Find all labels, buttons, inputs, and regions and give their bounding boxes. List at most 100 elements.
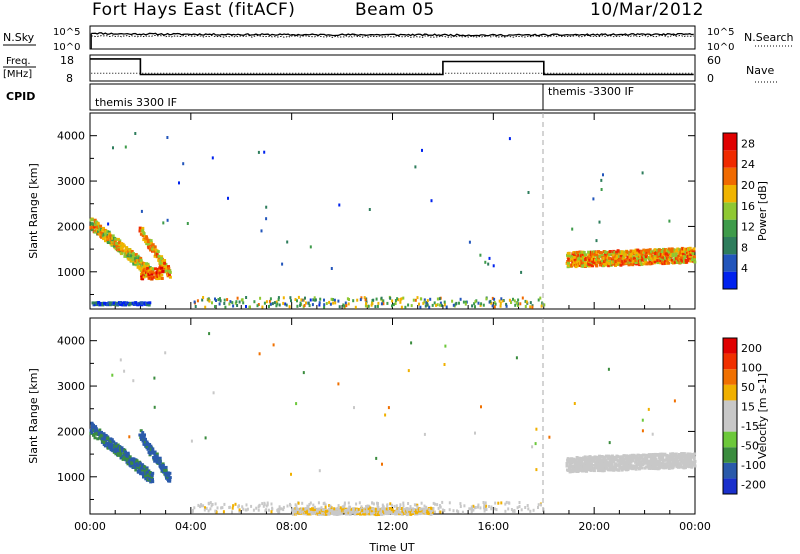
power-ground-scatter-cell	[505, 304, 508, 308]
velocity-echo-cell	[151, 480, 155, 484]
power-echo-cell	[154, 267, 157, 271]
power-echo-cell	[145, 237, 149, 241]
velocity-ground-scatter-cell	[313, 505, 316, 509]
velocity-echo-cell	[143, 433, 146, 437]
velocity-ground-scatter-cell	[245, 503, 248, 507]
velocity-echo-cell	[625, 454, 629, 458]
velocity-echo-cell	[339, 512, 343, 516]
power-echo-cell	[112, 244, 116, 248]
power-ground-scatter-cell	[273, 301, 276, 305]
power-echo-cell	[649, 252, 653, 256]
velocity-echo-cell	[631, 458, 635, 462]
velocity-ground-scatter-cell	[461, 510, 464, 514]
power-echo-cell	[151, 249, 155, 253]
power-ground-scatter-cell	[370, 303, 373, 307]
power-ground-scatter-cell	[462, 300, 465, 304]
velocity-ground-scatter-cell	[402, 504, 405, 508]
power-echo-cell	[634, 261, 638, 264]
power-echo-cell	[118, 243, 122, 246]
velocity-echo-cell	[428, 511, 432, 515]
power-ground-scatter-cell	[380, 296, 383, 300]
velocity-ground-scatter-cell	[470, 505, 473, 509]
velocity-ground-scatter-cell	[354, 510, 357, 514]
velocity-echo-cell	[110, 438, 114, 442]
power-ground-scatter-cell	[513, 299, 516, 303]
velocity-echo-cell	[128, 457, 132, 461]
power-isolated-echo-cell	[595, 239, 598, 243]
velocity-echo-cell	[321, 508, 325, 512]
power-echo-cell	[155, 252, 159, 256]
power-echo-cell	[132, 252, 135, 256]
power-echo-cell	[139, 258, 143, 262]
power-echo-cell	[120, 251, 124, 255]
velocity-echo-cell	[135, 459, 139, 463]
power-echo-cell	[141, 266, 145, 270]
velocity-echo-cell	[124, 450, 127, 454]
power-echo-cell	[116, 302, 119, 306]
power-ground-scatter-cell	[380, 302, 383, 306]
power-echo-cell	[106, 303, 109, 307]
velocity-ground-scatter-cell	[335, 507, 337, 511]
velocity-xtick-label-2: 08:00	[276, 520, 308, 533]
velocity-echo-cell	[682, 452, 686, 456]
power-echo-cell	[148, 247, 152, 251]
power-ground-scatter-cell	[325, 302, 328, 305]
power-echo-cell	[159, 261, 163, 265]
velocity-ground-scatter-cell	[231, 510, 233, 514]
velocity-ground-scatter-cell	[337, 504, 340, 508]
velocity-echo-cell	[141, 431, 145, 435]
velocity-ground-scatter-cell	[363, 510, 366, 514]
power-echo-cell	[595, 264, 599, 268]
velocity-ground-scatter-cell	[395, 504, 398, 508]
velocity-echo-cell	[121, 457, 125, 461]
velocity-echo-cell	[593, 455, 597, 459]
power-echo-cell	[659, 248, 662, 252]
cpid-segment-2: themis -3300 IF	[548, 85, 634, 98]
velocity-echo-cell	[153, 450, 157, 454]
velocity-echo-cell	[91, 427, 94, 431]
velocity-echo-cell	[620, 468, 624, 472]
velocity-ground-scatter-cell	[333, 507, 336, 511]
power-echo-cell	[136, 254, 140, 258]
velocity-ground-scatter-cell	[524, 506, 527, 509]
power-echo-cell	[573, 257, 577, 261]
power-echo-cell	[619, 255, 623, 259]
power-ground-scatter-cell	[521, 296, 524, 300]
power-echo-cell	[148, 270, 152, 274]
velocity-echo-cell	[146, 447, 150, 451]
velocity-echo-cell	[324, 509, 328, 513]
power-echo-cell	[595, 257, 599, 261]
power-ground-scatter-cell	[223, 302, 226, 305]
velocity-ground-scatter-cell	[377, 502, 379, 505]
velocity-ground-scatter-cell	[456, 509, 458, 513]
power-isolated-echo-cell	[487, 262, 490, 266]
power-echo-cell	[587, 250, 591, 254]
velocity-echo-cell	[388, 509, 392, 513]
velocity-ground-scatter-cell	[369, 506, 372, 510]
velocity-colorbar-segment-4	[723, 416, 737, 432]
power-echo-cell	[671, 252, 675, 255]
power-ground-scatter-cell	[311, 303, 314, 307]
power-ground-scatter-cell	[284, 302, 287, 306]
power-isolated-echo-cell	[178, 181, 180, 185]
velocity-echo-cell	[317, 510, 321, 514]
velocity-echo-cell	[580, 468, 584, 472]
power-echo-cell	[156, 267, 160, 271]
power-colorbar-tick-5: 24	[741, 158, 755, 171]
velocity-echo-cell	[645, 453, 649, 457]
velocity-ground-scatter-cell	[472, 508, 475, 512]
power-echo-cell	[161, 263, 165, 267]
power-ground-scatter-cell	[400, 305, 403, 309]
velocity-isolated-echo-cell	[208, 332, 211, 336]
power-ground-scatter-cell	[410, 304, 413, 308]
power-ground-scatter-cell	[374, 305, 377, 309]
velocity-ground-scatter-cell	[425, 505, 428, 509]
velocity-echo-cell	[145, 440, 149, 444]
velocity-ground-scatter-cell	[423, 504, 426, 508]
velocity-echo-cell	[590, 465, 594, 469]
velocity-ground-scatter-cell	[203, 508, 206, 512]
velocity-ground-scatter-cell	[494, 501, 497, 505]
power-echo-cell	[642, 262, 646, 266]
power-echo-cell	[646, 248, 650, 252]
power-ground-scatter-cell	[299, 303, 302, 307]
